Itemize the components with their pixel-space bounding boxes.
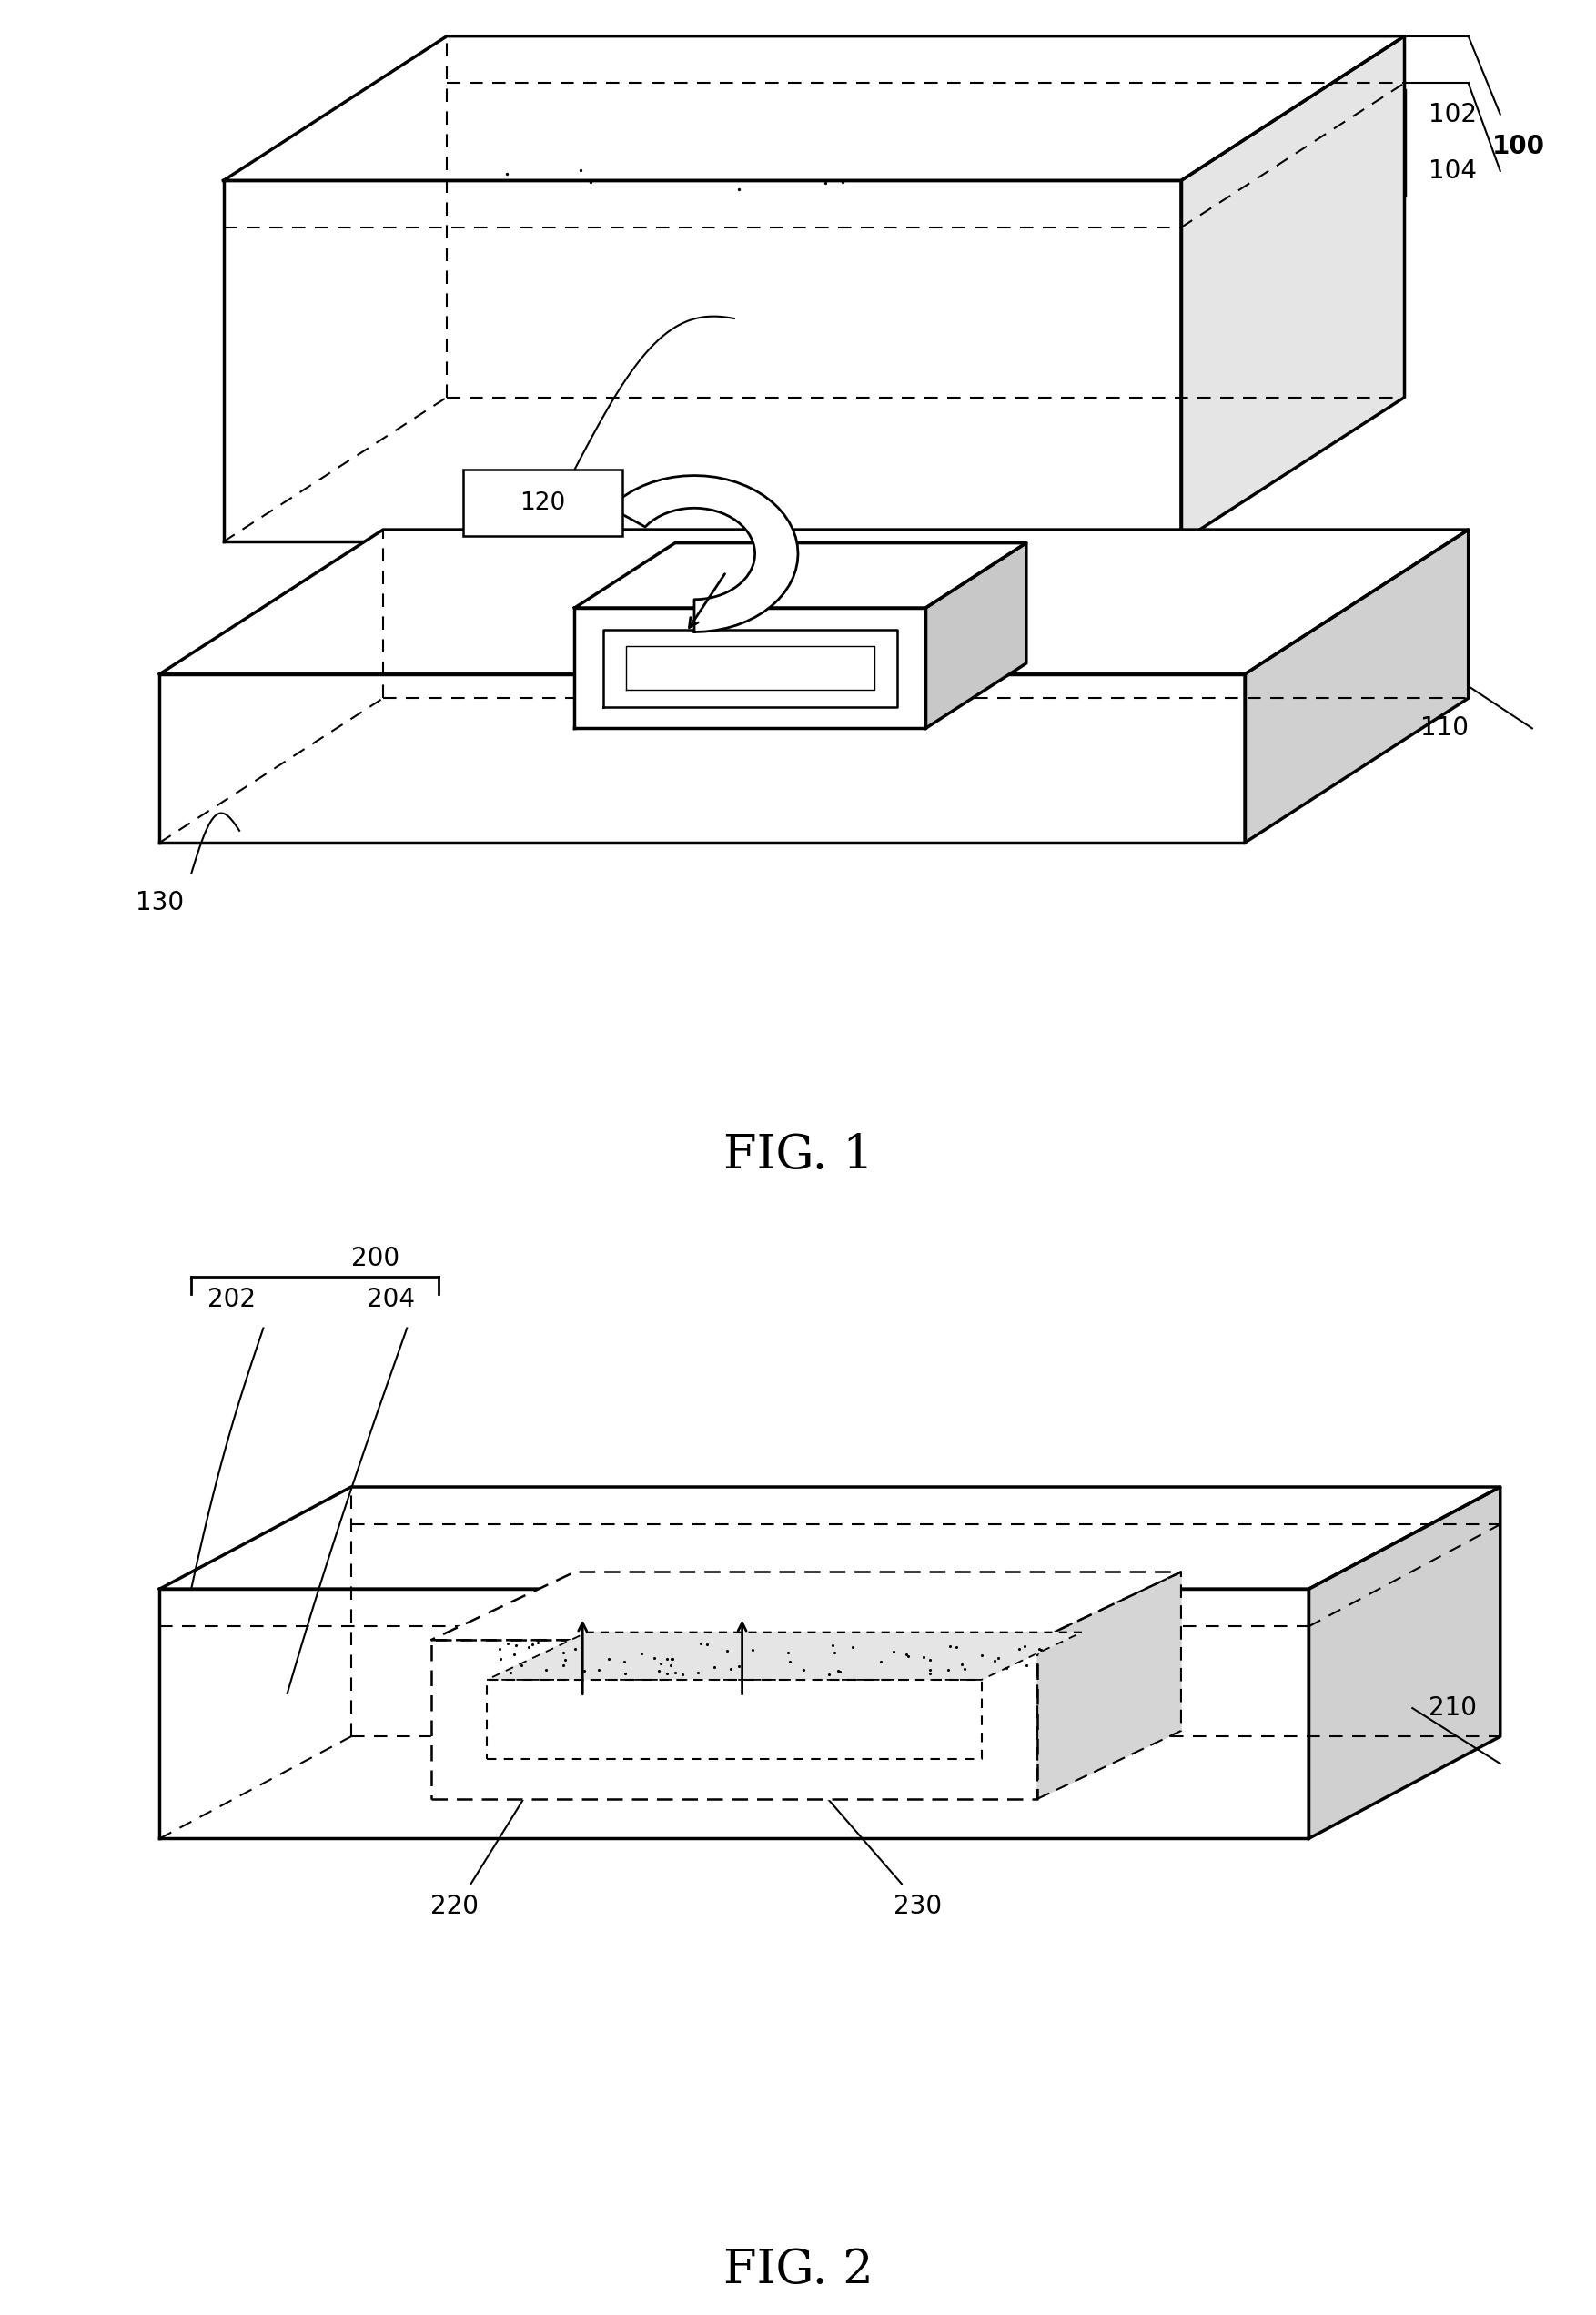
Polygon shape [1037, 1572, 1181, 1799]
Text: 100: 100 [1492, 134, 1545, 160]
Polygon shape [1245, 530, 1468, 843]
Polygon shape [223, 181, 1181, 542]
Polygon shape [223, 37, 1404, 181]
Polygon shape [431, 1639, 1037, 1799]
Polygon shape [160, 674, 1245, 843]
Text: 202: 202 [207, 1287, 255, 1313]
Polygon shape [926, 544, 1026, 729]
Polygon shape [610, 475, 798, 632]
Text: 130: 130 [136, 889, 184, 917]
Polygon shape [487, 1681, 982, 1759]
Polygon shape [160, 1588, 1309, 1838]
Text: FIG. 2: FIG. 2 [723, 2246, 873, 2292]
Text: 210: 210 [1428, 1695, 1476, 1720]
Bar [463, 470, 622, 535]
Polygon shape [626, 646, 875, 690]
Text: 230: 230 [894, 1894, 942, 1919]
Text: 102: 102 [1428, 102, 1476, 127]
Polygon shape [160, 530, 1468, 674]
Text: 204: 204 [367, 1287, 415, 1313]
Polygon shape [603, 630, 897, 706]
Polygon shape [575, 544, 1026, 609]
Text: 120: 120 [520, 491, 565, 514]
Polygon shape [487, 1632, 1082, 1681]
Polygon shape [431, 1572, 1181, 1639]
Text: FIG. 1: FIG. 1 [723, 1132, 873, 1178]
Polygon shape [575, 609, 926, 729]
Text: 104: 104 [1428, 157, 1476, 183]
Polygon shape [160, 1486, 1500, 1588]
Text: 200: 200 [351, 1245, 399, 1271]
Text: 110: 110 [1420, 715, 1468, 741]
Polygon shape [1309, 1486, 1500, 1838]
Text: 220: 220 [431, 1894, 479, 1919]
Polygon shape [1181, 37, 1404, 542]
